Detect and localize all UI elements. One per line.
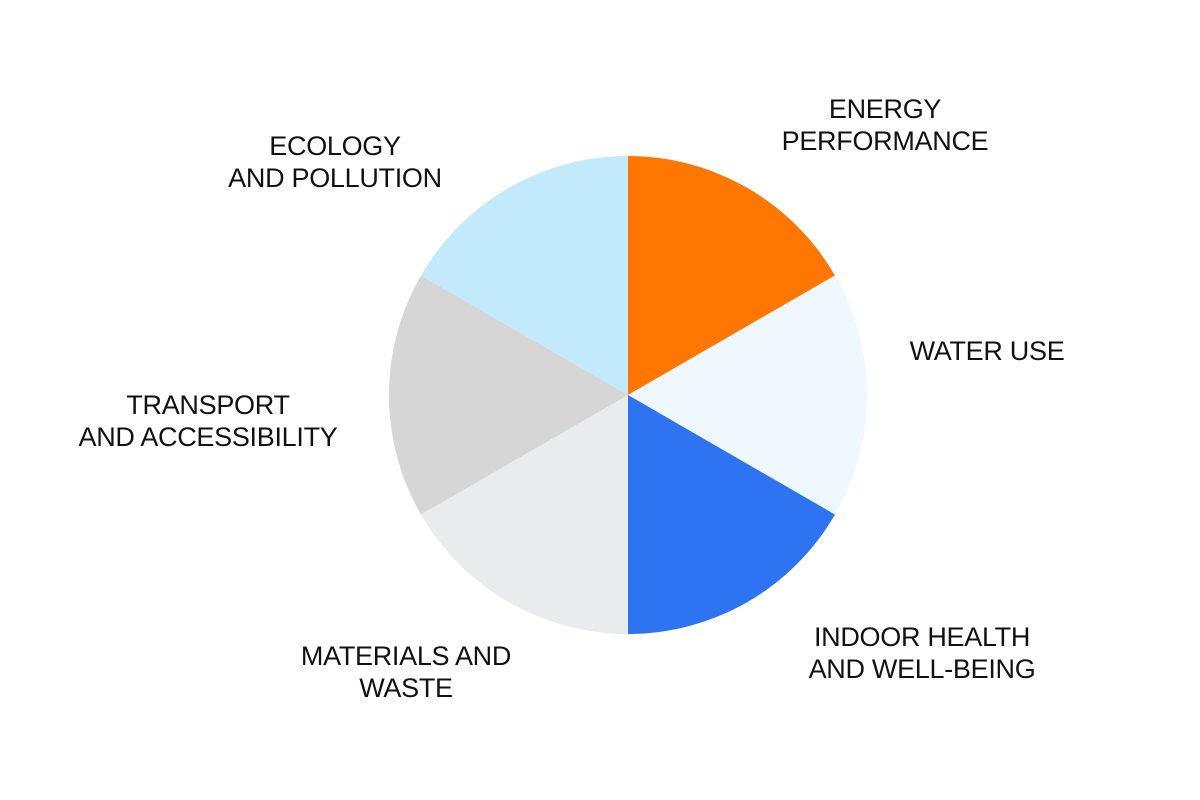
- pie-slice-label-line: INDOOR HEALTH: [814, 622, 1030, 652]
- pie-slice-label-line: AND WELL-BEING: [809, 654, 1036, 684]
- pie-slice-0: [628, 156, 835, 395]
- pie-slice-3: [421, 395, 628, 634]
- pie-slice-5: [421, 156, 628, 395]
- pie-slice-1: [628, 275, 867, 515]
- pie-slice-label-5: ECOLOGY AND POLLUTION: [228, 131, 442, 193]
- pie-slice-label-line: AND ACCESSIBILITY: [79, 422, 338, 452]
- pie-slice-4: [389, 275, 628, 515]
- pie-slice-label-1: WATER USE: [910, 336, 1065, 366]
- pie-slice-label-line: ECOLOGY: [269, 131, 401, 161]
- pie-slice-label-line: ENERGY: [829, 94, 942, 124]
- pie-slice-label-line: TRANSPORT: [126, 390, 289, 420]
- pie-slice-label-line: AND POLLUTION: [228, 163, 442, 193]
- pie-slice-label-line: PERFORMANCE: [782, 126, 989, 156]
- pie-slice-label-4: TRANSPORT AND ACCESSIBILITY: [79, 390, 338, 452]
- pie-slice-label-3: MATERIALS AND WASTE: [301, 641, 511, 703]
- pie-slices: [389, 156, 867, 634]
- pie-slice-label-line: MATERIALS AND: [301, 641, 511, 671]
- pie-slice-label-line: WATER USE: [910, 336, 1065, 366]
- pie-slice-label-line: WASTE: [359, 673, 453, 703]
- pie-slice-2: [628, 395, 835, 634]
- pie-slice-label-2: INDOOR HEALTH AND WELL-BEING: [809, 622, 1036, 684]
- pie-slice-label-0: ENERGY PERFORMANCE: [782, 94, 989, 156]
